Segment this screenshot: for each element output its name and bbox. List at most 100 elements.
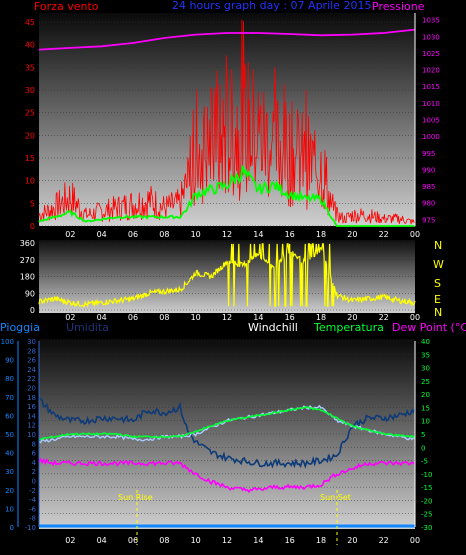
pressure-line [38,28,416,51]
humidity-line [38,397,416,469]
p2-x-tick: 20 [347,313,357,322]
wind-gust-line [38,19,416,225]
p3-right-tick: 10 [421,418,430,426]
compass-e: E [434,293,441,306]
p1-right-tick: 1015 [422,83,440,91]
wind-average-line [38,165,415,227]
compass-n-top: N [434,239,442,252]
p3-humidity-tick: -4 [29,496,37,504]
p2-left-tick: 0 [30,306,35,315]
chart-title: 24 hours graph day : 07 Aprile 2015 [172,0,371,12]
p3-humidity-tick: -2 [29,487,36,495]
p1-x-tick: 02 [65,230,75,239]
p3-right-tick: 30 [421,365,430,373]
p2-left-tick: 180 [20,273,35,282]
p3-right-tick: 35 [421,351,430,359]
p3-rain-tick: 60 [5,412,14,420]
wind-axis-title: Forza vento [34,0,99,13]
p1-x-tick: 16 [285,230,295,239]
wind-direction-line [38,243,416,308]
humidity-axis-title: Umidita [66,321,109,334]
p1-left-tick: 35 [25,63,35,72]
p3-right-tick: 40 [421,338,430,346]
p2-left-tick: 270 [20,256,35,265]
p3-humidity-tick: 22 [27,375,36,383]
p2-x-tick: 04 [97,313,107,322]
p1-right-tick: 1030 [422,33,440,41]
p1-right-tick: 1010 [422,100,440,108]
p3-right-tick: -5 [421,458,428,466]
p3-humidity-tick: 12 [27,422,36,430]
p3-rain-tick: 50 [5,431,14,439]
pressure-axis-title: Pressione [372,0,425,13]
p1-left-tick: 5 [30,199,35,208]
p2-x-tick: 12 [222,313,232,322]
p3-humidity-tick: 30 [27,338,36,346]
p3-x-tick: 20 [347,536,357,545]
p3-right-tick: 0 [421,444,425,452]
p3-humidity-tick: 16 [27,403,36,411]
p1-x-tick: 04 [97,230,107,239]
compass-s: S [434,277,441,290]
p1-left-tick: 10 [25,177,35,186]
temperature-panel [38,397,416,528]
p2-x-tick: 00 [410,313,420,322]
p3-x-tick: 14 [253,536,263,545]
p3-humidity-tick: 8 [32,440,36,448]
p2-left-tick: 90 [25,289,35,298]
p3-right-tick: -30 [421,524,432,532]
p3-x-tick: 00 [410,536,420,545]
p1-x-tick: 08 [159,230,169,239]
compass-w: W [433,258,444,271]
p2-left-tick: 360 [20,239,35,248]
p1-x-tick: 14 [253,230,263,239]
legend-temperatura: Temperatura [313,321,384,334]
legend-dewpoint: Dew Point (°C) [392,321,466,334]
p3-humidity-tick: 4 [32,459,37,467]
p1-right-tick: 1020 [422,67,440,75]
p1-right-tick: 985 [422,183,435,191]
p3-x-tick: 04 [97,536,107,545]
p2-x-tick: 18 [316,313,326,322]
p3-humidity-tick: -10 [25,524,36,532]
temperature-line [38,406,416,441]
panel1-bg [39,13,415,226]
p3-x-tick: 06 [128,536,138,545]
p3-rain-tick: 10 [5,505,14,513]
p3-humidity-tick: -8 [29,515,36,523]
p3-rain-tick: 80 [5,375,14,383]
p3-x-tick: 10 [191,536,201,545]
p2-x-tick: 16 [285,313,295,322]
p1-left-tick: 15 [25,154,35,163]
p3-humidity-tick: 20 [27,385,36,393]
p2-x-tick: 06 [128,313,138,322]
p3-x-tick: 18 [316,536,326,545]
p1-right-tick: 990 [422,166,435,174]
p3-humidity-tick: 10 [27,431,36,439]
p3-x-tick: 22 [379,536,389,545]
p2-x-tick: 02 [65,313,75,322]
compass-n-bottom: N [434,306,442,319]
p3-rain-tick: 20 [5,487,14,495]
sunrise-label: Sun Rise [118,493,153,502]
p1-left-tick: 20 [25,131,35,140]
p3-rain-tick: 40 [5,450,14,458]
p1-x-tick: 12 [222,230,232,239]
p2-x-tick: 14 [253,313,263,322]
p2-x-tick: 08 [159,313,169,322]
p3-rain-tick: 70 [5,394,14,402]
p3-humidity-tick: 6 [32,450,37,458]
dewpoint-line [38,457,416,494]
p3-right-tick: -10 [421,471,432,479]
p1-x-tick: 06 [128,230,138,239]
p1-x-tick: 00 [410,230,420,239]
p3-right-tick: -15 [421,484,432,492]
p3-right-tick: 15 [421,404,430,412]
p3-humidity-tick: 28 [27,347,36,355]
p1-left-tick: 25 [25,109,35,118]
p3-humidity-tick: 24 [27,366,36,374]
wind-pressure-panel [38,19,416,227]
p1-left-tick: 40 [25,41,35,50]
p3-right-tick: -25 [421,511,432,519]
